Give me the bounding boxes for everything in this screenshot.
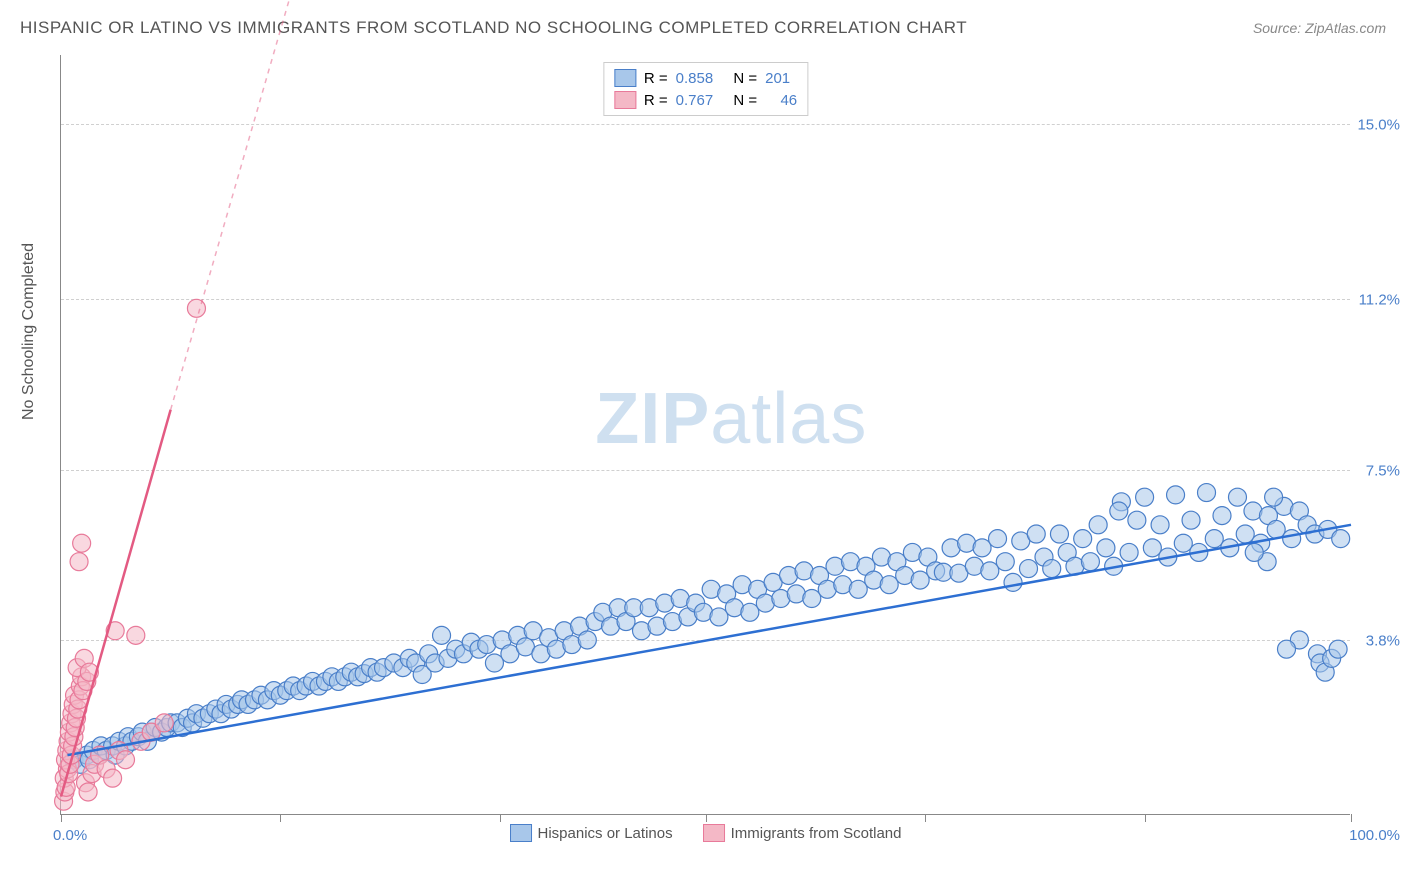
scatter-point bbox=[803, 590, 821, 608]
scatter-point bbox=[1143, 539, 1161, 557]
chart-svg bbox=[61, 55, 1350, 814]
scatter-point bbox=[996, 553, 1014, 571]
scatter-point bbox=[911, 571, 929, 589]
chart-title: HISPANIC OR LATINO VS IMMIGRANTS FROM SC… bbox=[20, 18, 967, 38]
series-2-name: Immigrants from Scotland bbox=[731, 825, 902, 842]
scatter-point bbox=[1265, 488, 1283, 506]
scatter-point bbox=[433, 626, 451, 644]
scatter-point bbox=[1120, 543, 1138, 561]
plot-area: ZIPatlas 3.8%7.5%11.2%15.0% R = 0.858 N … bbox=[60, 55, 1350, 815]
x-tick bbox=[1145, 814, 1146, 822]
y-tick-label: 15.0% bbox=[1357, 117, 1400, 134]
swatch-pink-2 bbox=[703, 824, 725, 842]
scatter-point bbox=[849, 580, 867, 598]
scatter-point bbox=[155, 714, 173, 732]
scatter-point bbox=[1020, 560, 1038, 578]
scatter-point bbox=[1245, 543, 1263, 561]
scatter-point bbox=[1027, 525, 1045, 543]
series-1-name: Hispanics or Latinos bbox=[538, 825, 673, 842]
n-label: N = bbox=[733, 70, 757, 87]
scatter-point bbox=[1110, 502, 1128, 520]
scatter-point bbox=[73, 534, 91, 552]
scatter-point bbox=[578, 631, 596, 649]
x-min-label: 0.0% bbox=[53, 827, 87, 844]
scatter-point bbox=[1213, 507, 1231, 525]
scatter-point bbox=[973, 539, 991, 557]
scatter-point bbox=[1074, 530, 1092, 548]
scatter-point bbox=[1050, 525, 1068, 543]
scatter-point bbox=[1174, 534, 1192, 552]
scatter-point bbox=[1128, 511, 1146, 529]
scatter-point bbox=[710, 608, 728, 626]
scatter-point bbox=[117, 751, 135, 769]
scatter-point bbox=[1278, 640, 1296, 658]
scatter-point bbox=[981, 562, 999, 580]
scatter-point bbox=[741, 603, 759, 621]
swatch-blue-2 bbox=[510, 824, 532, 842]
scatter-point bbox=[1081, 553, 1099, 571]
x-tick bbox=[925, 814, 926, 822]
legend-item-2: Immigrants from Scotland bbox=[703, 824, 902, 842]
swatch-pink bbox=[614, 91, 636, 109]
r-value-2: 0.767 bbox=[676, 92, 714, 109]
x-tick bbox=[280, 814, 281, 822]
scatter-point bbox=[104, 769, 122, 787]
legend-series: Hispanics or Latinos Immigrants from Sco… bbox=[510, 824, 902, 842]
legend-item-1: Hispanics or Latinos bbox=[510, 824, 673, 842]
scatter-point bbox=[1089, 516, 1107, 534]
scatter-point bbox=[127, 626, 145, 644]
n-label-2: N = bbox=[733, 92, 757, 109]
scatter-point bbox=[1043, 560, 1061, 578]
trend-line-extend bbox=[171, 0, 294, 410]
scatter-point bbox=[1329, 640, 1347, 658]
trend-line bbox=[67, 525, 1351, 755]
legend-row-2: R = 0.767 N = 46 bbox=[614, 89, 797, 111]
scatter-point bbox=[187, 299, 205, 317]
scatter-point bbox=[1283, 530, 1301, 548]
swatch-blue bbox=[614, 69, 636, 87]
scatter-point bbox=[989, 530, 1007, 548]
source-label: Source: ZipAtlas.com bbox=[1253, 20, 1386, 36]
scatter-point bbox=[1228, 488, 1246, 506]
r-value-1: 0.858 bbox=[676, 70, 714, 87]
scatter-point bbox=[1332, 530, 1350, 548]
y-tick-label: 11.2% bbox=[1359, 292, 1400, 309]
x-tick bbox=[1351, 814, 1352, 822]
y-tick-label: 7.5% bbox=[1366, 462, 1400, 479]
scatter-point bbox=[1004, 573, 1022, 591]
scatter-point bbox=[1267, 520, 1285, 538]
scatter-point bbox=[485, 654, 503, 672]
scatter-point bbox=[1136, 488, 1154, 506]
legend-correlation: R = 0.858 N = 201 R = 0.767 N = 46 bbox=[603, 62, 808, 116]
x-tick bbox=[706, 814, 707, 822]
scatter-point bbox=[70, 553, 88, 571]
scatter-point bbox=[1167, 486, 1185, 504]
r-label: R = bbox=[644, 70, 668, 87]
chart-header: HISPANIC OR LATINO VS IMMIGRANTS FROM SC… bbox=[20, 18, 1386, 38]
r-label-2: R = bbox=[644, 92, 668, 109]
scatter-point bbox=[1151, 516, 1169, 534]
scatter-point bbox=[1182, 511, 1200, 529]
x-tick bbox=[61, 814, 62, 822]
y-axis-label: No Schooling Completed bbox=[20, 243, 38, 420]
scatter-point bbox=[1198, 484, 1216, 502]
scatter-point bbox=[1205, 530, 1223, 548]
scatter-point bbox=[1236, 525, 1254, 543]
legend-row-1: R = 0.858 N = 201 bbox=[614, 67, 797, 89]
x-max-label: 100.0% bbox=[1349, 827, 1400, 844]
n-value-2: 46 bbox=[765, 92, 797, 109]
x-tick bbox=[500, 814, 501, 822]
scatter-point bbox=[880, 576, 898, 594]
scatter-point bbox=[1097, 539, 1115, 557]
scatter-point bbox=[79, 783, 97, 801]
n-value-1: 201 bbox=[765, 70, 790, 87]
y-tick-label: 3.8% bbox=[1366, 632, 1400, 649]
